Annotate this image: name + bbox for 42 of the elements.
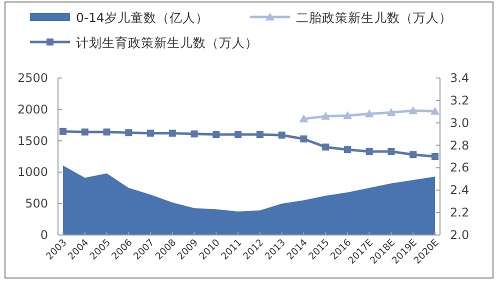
point <box>344 146 351 154</box>
y-tick-label: 2000 <box>17 102 48 116</box>
point <box>432 153 438 160</box>
point <box>386 108 396 116</box>
point <box>256 131 264 138</box>
legend-label: 计划生育政策新生儿数（万人） <box>76 35 258 50</box>
y-tick-label: 0 <box>40 228 48 242</box>
y2-tick-label: 2.6 <box>450 160 470 175</box>
point <box>212 131 220 138</box>
legend-label: 0-14岁儿童数（亿人） <box>76 10 208 25</box>
y2-tick-label: 2.8 <box>450 138 470 152</box>
point <box>190 130 198 138</box>
point <box>300 135 308 142</box>
point <box>103 128 110 136</box>
y-tick-label: 500 <box>25 196 48 211</box>
point <box>147 130 154 137</box>
y-tick-label: 1000 <box>17 165 48 180</box>
point <box>125 129 132 136</box>
point <box>234 131 242 138</box>
point <box>364 109 374 118</box>
point <box>430 106 440 115</box>
y2-tick-label: 3.4 <box>450 71 470 85</box>
y2-tick-label: 2.2 <box>450 206 470 220</box>
point <box>342 111 352 120</box>
y2-tick-label: 2.4 <box>450 183 470 198</box>
y-tick-label: 1500 <box>17 134 48 148</box>
point <box>60 128 66 135</box>
point <box>81 128 88 136</box>
y-tick-label: 2500 <box>17 71 48 85</box>
point <box>278 132 286 139</box>
point <box>408 106 418 114</box>
point <box>321 112 330 120</box>
y2-tick-label: 2.0 <box>450 228 470 242</box>
point <box>366 148 373 155</box>
legend-label: 二胎政策新生儿数（万人） <box>296 10 452 25</box>
point <box>388 148 395 155</box>
point <box>322 144 330 151</box>
point <box>299 114 308 122</box>
point <box>410 151 417 158</box>
point <box>168 130 176 137</box>
y2-tick-label: 3.0 <box>450 116 470 130</box>
y2-tick-label: 3.2 <box>450 93 470 108</box>
